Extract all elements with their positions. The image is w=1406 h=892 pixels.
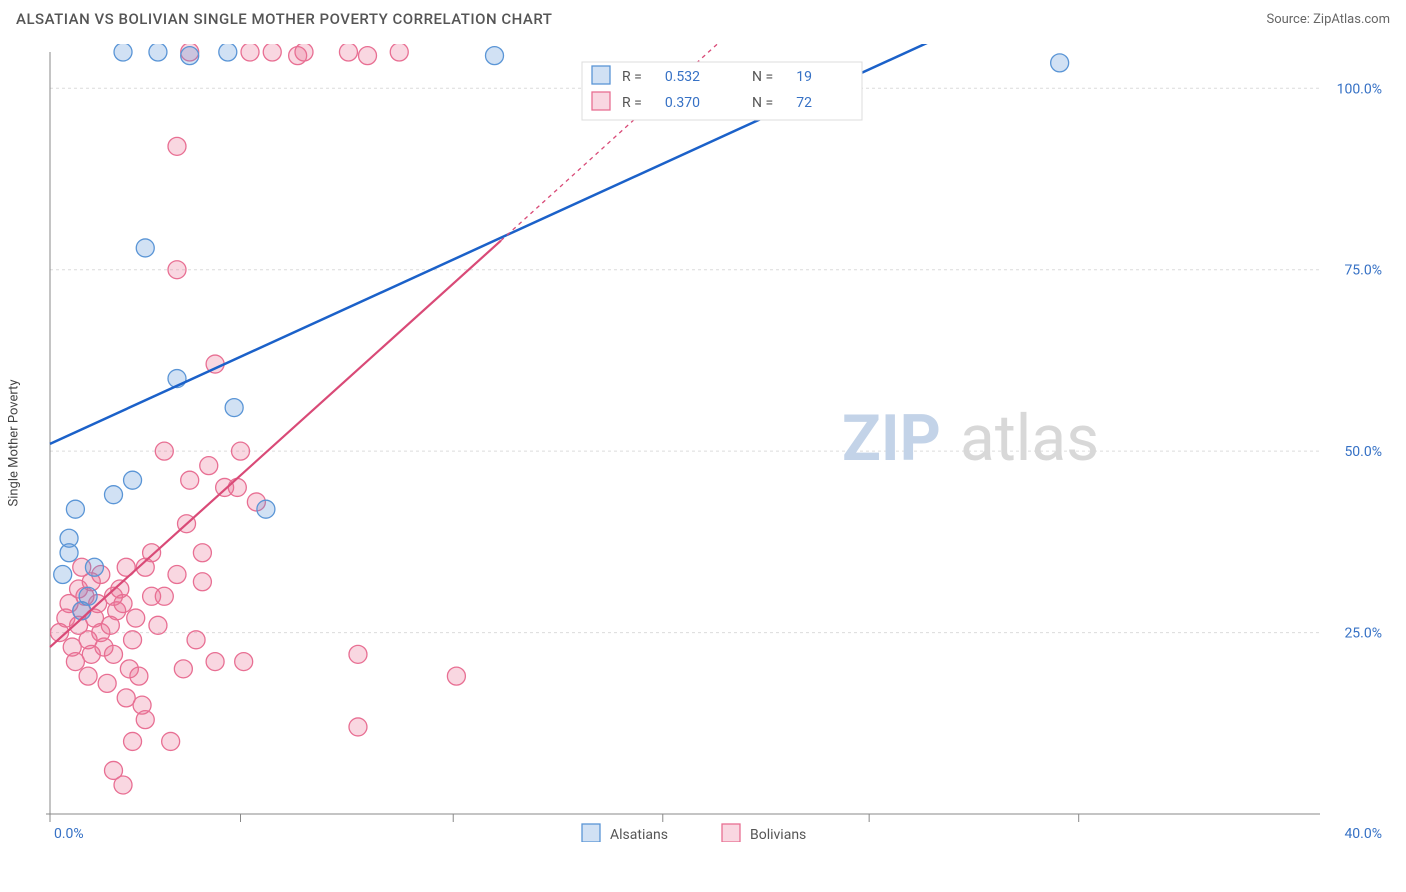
scatter-point bbox=[339, 44, 357, 61]
scatter-point bbox=[232, 442, 250, 460]
y-axis-label: Single Mother Poverty bbox=[7, 379, 22, 506]
scatter-point bbox=[79, 667, 97, 685]
scatter-point bbox=[136, 711, 154, 729]
scatter-point bbox=[114, 776, 132, 794]
scatter-point bbox=[1051, 54, 1069, 72]
scatter-point bbox=[228, 478, 246, 496]
scatter-point bbox=[98, 674, 116, 692]
scatter-point bbox=[187, 631, 205, 649]
scatter-point bbox=[114, 44, 132, 61]
scatter-point bbox=[149, 44, 167, 61]
scatter-point bbox=[130, 667, 148, 685]
scatter-point bbox=[219, 44, 237, 61]
scatter-point bbox=[168, 261, 186, 279]
legend-swatch bbox=[592, 92, 610, 110]
scatter-point bbox=[349, 645, 367, 663]
scatter-point bbox=[149, 616, 167, 634]
scatter-point bbox=[168, 137, 186, 155]
scatter-plot: 25.0% 50.0% 75.0% 100.0% 0.0% 40.0% ZIP atlas R … bbox=[42, 44, 1390, 842]
legend-swatch bbox=[722, 824, 740, 842]
legend-n-value: 19 bbox=[796, 69, 812, 85]
scatter-point bbox=[85, 558, 103, 576]
source-name: ZipAtlas.com bbox=[1313, 12, 1390, 27]
bottom-legend: Alsatians Bolivians bbox=[582, 824, 806, 842]
scatter-point bbox=[486, 47, 504, 65]
legend-label: Bolivians bbox=[750, 827, 806, 842]
scatter-point bbox=[124, 732, 142, 750]
legend-n-label: N = bbox=[752, 69, 773, 85]
y-tick-label: 25.0% bbox=[1344, 626, 1382, 642]
chart-source: Source: ZipAtlas.com bbox=[1266, 12, 1390, 27]
scatter-point bbox=[206, 653, 224, 671]
scatter-point bbox=[54, 566, 72, 584]
scatter-point bbox=[79, 587, 97, 605]
watermark-atlas: atlas bbox=[960, 401, 1099, 476]
scatter-point bbox=[241, 44, 259, 61]
scatter-point bbox=[143, 587, 161, 605]
scatter-point bbox=[390, 44, 408, 61]
legend-r-value: 0.532 bbox=[665, 69, 700, 85]
scatter-point bbox=[295, 44, 313, 61]
legend-r-value: 0.370 bbox=[665, 95, 700, 111]
scatter-point bbox=[124, 631, 142, 649]
scatter-point bbox=[225, 399, 243, 417]
scatter-point bbox=[359, 47, 377, 65]
legend-label: Alsatians bbox=[610, 827, 668, 842]
scatter-point bbox=[168, 566, 186, 584]
scatter-point bbox=[181, 47, 199, 65]
scatter-point bbox=[349, 718, 367, 736]
x-tick-label: 40.0% bbox=[1344, 826, 1382, 842]
scatter-point bbox=[235, 653, 253, 671]
legend-swatch bbox=[592, 66, 610, 84]
legend-n-value: 72 bbox=[796, 95, 812, 111]
scatter-point bbox=[257, 500, 275, 518]
source-prefix: Source: bbox=[1266, 12, 1313, 27]
scatter-point bbox=[127, 609, 145, 627]
scatter-point bbox=[181, 471, 199, 489]
chart-header: ALSATIAN VS BOLIVIAN SINGLE MOTHER POVER… bbox=[0, 0, 1406, 34]
x-tick-label: 0.0% bbox=[54, 826, 84, 842]
legend-r-label: R = bbox=[622, 69, 642, 85]
scatter-point bbox=[105, 486, 123, 504]
trend-line bbox=[50, 241, 501, 647]
scatter-point bbox=[124, 471, 142, 489]
legend-swatch bbox=[582, 824, 600, 842]
legend-n-label: N = bbox=[752, 95, 773, 111]
chart-area: Single Mother Poverty 25.0%50.0%75.0%100… bbox=[42, 44, 1390, 842]
scatter-point bbox=[263, 44, 281, 61]
watermark-zip: ZIP bbox=[842, 401, 941, 476]
legend-r-label: R = bbox=[622, 95, 642, 111]
scatter-point bbox=[193, 573, 211, 591]
scatter-point bbox=[136, 239, 154, 257]
scatter-point bbox=[162, 732, 180, 750]
scatter-point bbox=[155, 442, 173, 460]
y-tick-label: 75.0% bbox=[1344, 263, 1382, 279]
scatter-point bbox=[193, 544, 211, 562]
scatter-point bbox=[200, 457, 218, 475]
scatter-point bbox=[105, 645, 123, 663]
scatter-point bbox=[66, 500, 84, 518]
scatter-point bbox=[174, 660, 192, 678]
scatter-point bbox=[60, 529, 78, 547]
chart-title: ALSATIAN VS BOLIVIAN SINGLE MOTHER POVER… bbox=[16, 10, 552, 28]
y-tick-label: 50.0% bbox=[1344, 444, 1382, 460]
scatter-point bbox=[447, 667, 465, 685]
y-tick-label: 100.0% bbox=[1337, 81, 1382, 97]
